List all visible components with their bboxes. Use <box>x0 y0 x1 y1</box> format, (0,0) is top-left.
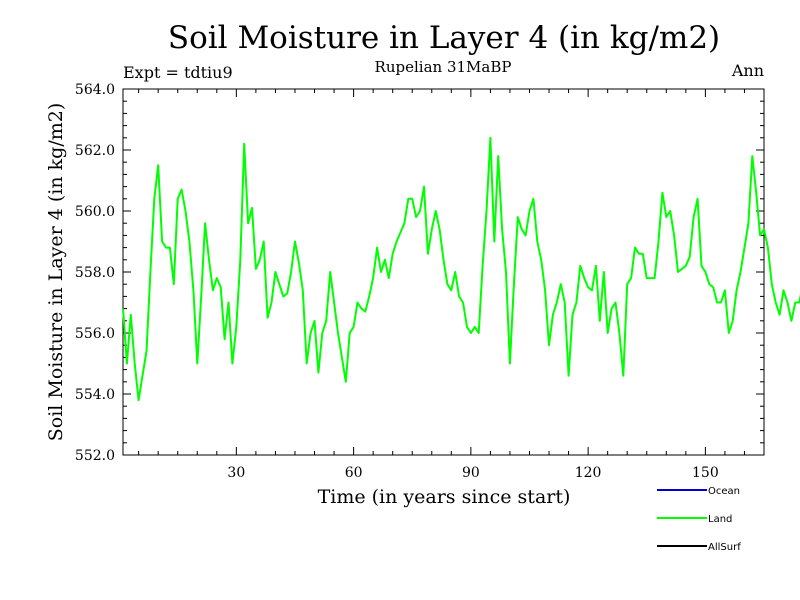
legend: Ocean Land AllSurf <box>657 486 741 553</box>
y-tick-label: 564.0 <box>75 82 115 98</box>
legend-label-allsurf: AllSurf <box>708 542 741 553</box>
y-tick-label: 560.0 <box>75 204 115 220</box>
x-axis-label: Time (in years since start) <box>318 486 571 508</box>
y-tick-label: 558.0 <box>75 265 115 281</box>
chart-title: Soil Moisture in Layer 4 (in kg/m2) <box>168 20 720 56</box>
experiment-label: Expt = tdtiu9 <box>123 63 233 82</box>
x-tick-label: 120 <box>575 465 602 481</box>
y-tick-label: 552.0 <box>75 448 115 464</box>
y-axis-label: Soil Moisture in Layer 4 (in kg/m2) <box>45 103 67 442</box>
y-tick-label: 554.0 <box>75 387 115 403</box>
series-group <box>122 136 800 402</box>
x-tick-label: 30 <box>227 465 245 481</box>
axis-ticks <box>123 88 765 456</box>
x-tick-label: 60 <box>345 465 363 481</box>
series-line-land <box>122 136 800 402</box>
plot-frame <box>122 88 765 456</box>
x-tick-label: 90 <box>462 465 480 481</box>
season-label: Ann <box>731 61 764 80</box>
y-tick-label: 562.0 <box>75 143 115 159</box>
chart-subtitle: Rupelian 31MaBP <box>375 58 512 76</box>
axis-tick-labels: 30 60 90 120 150 552.0 554.0 556.0 558.0 560.0 562… <box>75 82 719 481</box>
legend-label-ocean: Ocean <box>708 486 740 497</box>
y-tick-label: 556.0 <box>75 326 115 342</box>
x-tick-label: 150 <box>692 465 719 481</box>
legend-label-land: Land <box>708 514 732 525</box>
